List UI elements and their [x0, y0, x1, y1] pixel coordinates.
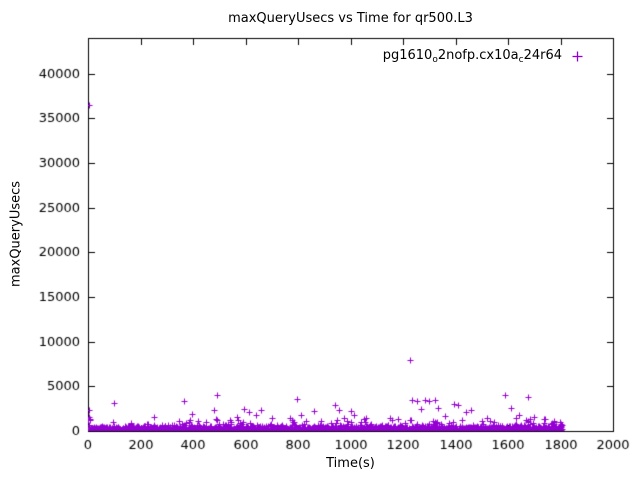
y-axis-label: maxQueryUsecs [8, 180, 24, 288]
legend-label: pg1610o2nofp.cx10ac24r64 [382, 48, 562, 65]
chart-title: maxQueryUsecs vs Time for qr500.L3 [228, 11, 473, 26]
legend: pg1610o2nofp.cx10ac24r64 [383, 48, 583, 65]
legend-marker-icon [572, 51, 583, 62]
x-axis-label: Time(s) [326, 456, 375, 471]
